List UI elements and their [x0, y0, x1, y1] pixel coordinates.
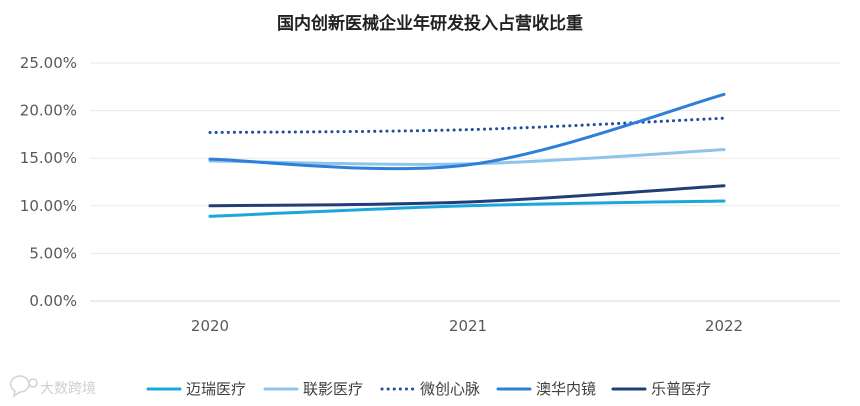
y-tick-label: 20.00% — [20, 102, 77, 120]
series-line-3 — [208, 116, 726, 134]
x-tick-label: 2021 — [449, 317, 487, 335]
legend: 迈瑞医疗 联影医疗 微创心脉 澳华内镜 乐普医疗 — [146, 380, 711, 398]
legend-label-2: 联影医疗 — [303, 380, 363, 398]
legend-label-3: 微创心脉 — [420, 380, 480, 398]
series-line-1 — [208, 199, 726, 218]
y-tick-label: 0.00% — [29, 292, 77, 310]
x-tick-label: 2022 — [705, 317, 743, 335]
y-tick-label: 25.00% — [20, 54, 77, 72]
chart-title: 国内创新医械企业年研发投入占营收比重 — [277, 13, 583, 34]
series-line-5 — [208, 184, 726, 208]
watermark-text: 大数跨境 — [40, 381, 96, 397]
legend-label-1: 迈瑞医疗 — [186, 380, 246, 398]
legend-label-4: 澳华内镜 — [536, 380, 596, 398]
series-lines — [208, 92, 726, 218]
series-line-4 — [208, 92, 726, 171]
y-tick-label: 15.00% — [20, 149, 77, 167]
y-axis-ticks: 0.00% 5.00% 10.00% 15.00% 20.00% 25.00% — [20, 54, 77, 310]
legend-label-5: 乐普医疗 — [651, 380, 711, 398]
y-tick-label: 5.00% — [29, 244, 77, 262]
watermark: 大数跨境 — [9, 375, 96, 398]
chat-bubble-icon — [9, 375, 38, 398]
y-tick-label: 10.00% — [20, 197, 77, 215]
x-axis-ticks: 2020 2021 2022 — [191, 317, 743, 335]
x-tick-label: 2020 — [191, 317, 229, 335]
series-line-2 — [208, 148, 726, 166]
gridlines — [90, 62, 840, 302]
